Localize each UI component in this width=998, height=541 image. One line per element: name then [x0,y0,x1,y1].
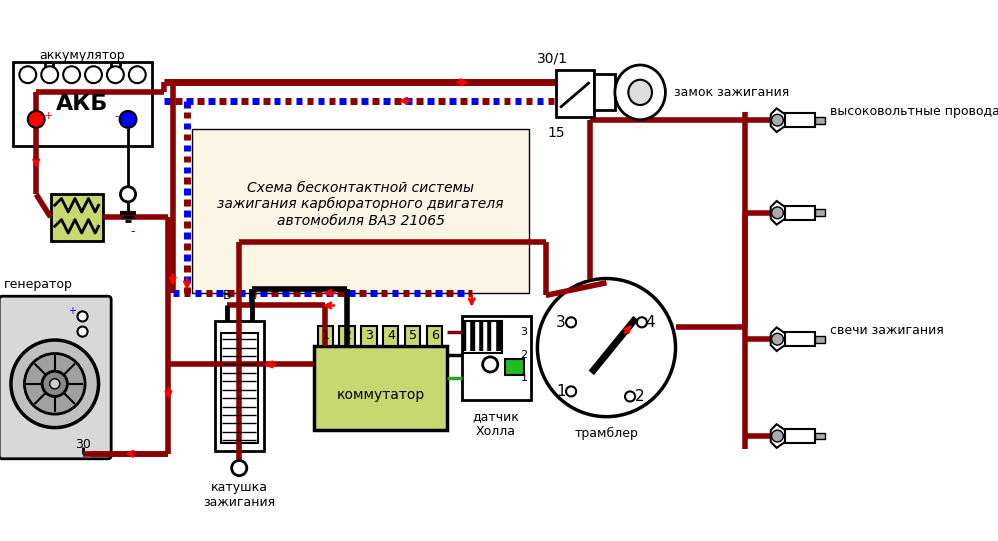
Bar [556,70,594,117]
Circle shape [771,207,783,219]
Bar [814,433,824,439]
Bar [814,209,824,216]
Bar [785,332,814,346]
Circle shape [232,460,247,476]
Circle shape [120,111,137,128]
Polygon shape [770,108,785,132]
Text: высоковольтные провода: высоковольтные провода [829,105,998,118]
Text: +: + [69,306,77,316]
Text: замок зажигания: замок зажигания [674,86,789,99]
Text: +: + [43,111,53,121]
Circle shape [85,66,102,83]
Text: 6: 6 [431,329,438,342]
Bar [785,430,814,443]
Circle shape [107,66,124,83]
Bar [505,359,524,374]
Text: катушка
зажигания: катушка зажигания [204,481,275,509]
Polygon shape [770,424,785,448]
Text: -: - [114,111,118,121]
Circle shape [78,327,88,337]
Circle shape [50,379,60,389]
Bar [427,326,442,346]
Bar [13,62,152,146]
Text: В: В [223,289,231,302]
Circle shape [771,430,783,442]
Bar [215,321,263,451]
Bar [785,206,814,220]
Circle shape [537,279,676,417]
Text: свечи зажигания: свечи зажигания [829,324,943,337]
Circle shape [566,386,576,397]
Bar [405,326,420,346]
Circle shape [19,66,36,83]
Bar [317,326,332,346]
Circle shape [11,340,99,427]
Text: 3: 3 [556,315,566,330]
Polygon shape [770,327,785,351]
Text: 1: 1 [520,373,527,383]
Bar [339,326,354,346]
Circle shape [129,66,146,83]
Circle shape [42,371,68,397]
Text: генератор: генератор [4,278,73,291]
Text: трамблер: трамблер [575,427,639,440]
Text: АКБ: АКБ [56,94,109,114]
Text: 30/1: 30/1 [537,51,569,65]
Bar [383,326,398,346]
Text: 4: 4 [387,329,395,342]
Circle shape [24,353,85,414]
Text: 2: 2 [520,350,528,360]
Circle shape [771,114,783,126]
Bar [192,129,529,293]
Circle shape [78,312,88,321]
Text: 2: 2 [343,329,351,342]
Text: 15: 15 [548,126,565,140]
Text: 3: 3 [520,327,527,338]
Circle shape [771,333,783,345]
Bar [785,114,814,127]
Text: 1: 1 [556,384,566,399]
Text: 4: 4 [646,315,655,330]
Text: аккумулятор: аккумулятор [39,49,125,62]
Bar [221,333,257,443]
Bar [463,321,502,353]
Text: 2: 2 [636,389,645,404]
Circle shape [28,111,45,128]
Bar [462,315,531,400]
Ellipse shape [629,80,652,105]
Text: 1: 1 [321,329,329,342]
FancyBboxPatch shape [0,296,111,459]
Text: коммутатор: коммутатор [336,388,425,402]
Text: 30: 30 [75,438,91,451]
Bar [51,194,103,241]
Circle shape [121,187,136,202]
Bar [361,326,376,346]
Circle shape [41,66,58,83]
Text: 3: 3 [365,329,373,342]
Bar [814,336,824,342]
Circle shape [483,357,498,372]
Ellipse shape [615,65,666,120]
Text: Схема бесконтактной системы
зажигания карбюраторного двигателя
автомобиля ВАЗ 21: Схема бесконтактной системы зажигания ка… [218,181,504,228]
Bar [314,346,447,430]
Circle shape [625,391,635,401]
Circle shape [566,317,576,327]
Text: К: К [248,289,256,302]
Circle shape [637,317,647,327]
Text: -: - [131,226,135,239]
Circle shape [63,66,80,83]
Bar [814,117,824,123]
Text: датчик
Холла: датчик Холла [473,410,520,438]
Bar [594,74,615,110]
Text: 5: 5 [409,329,417,342]
Polygon shape [770,201,785,225]
